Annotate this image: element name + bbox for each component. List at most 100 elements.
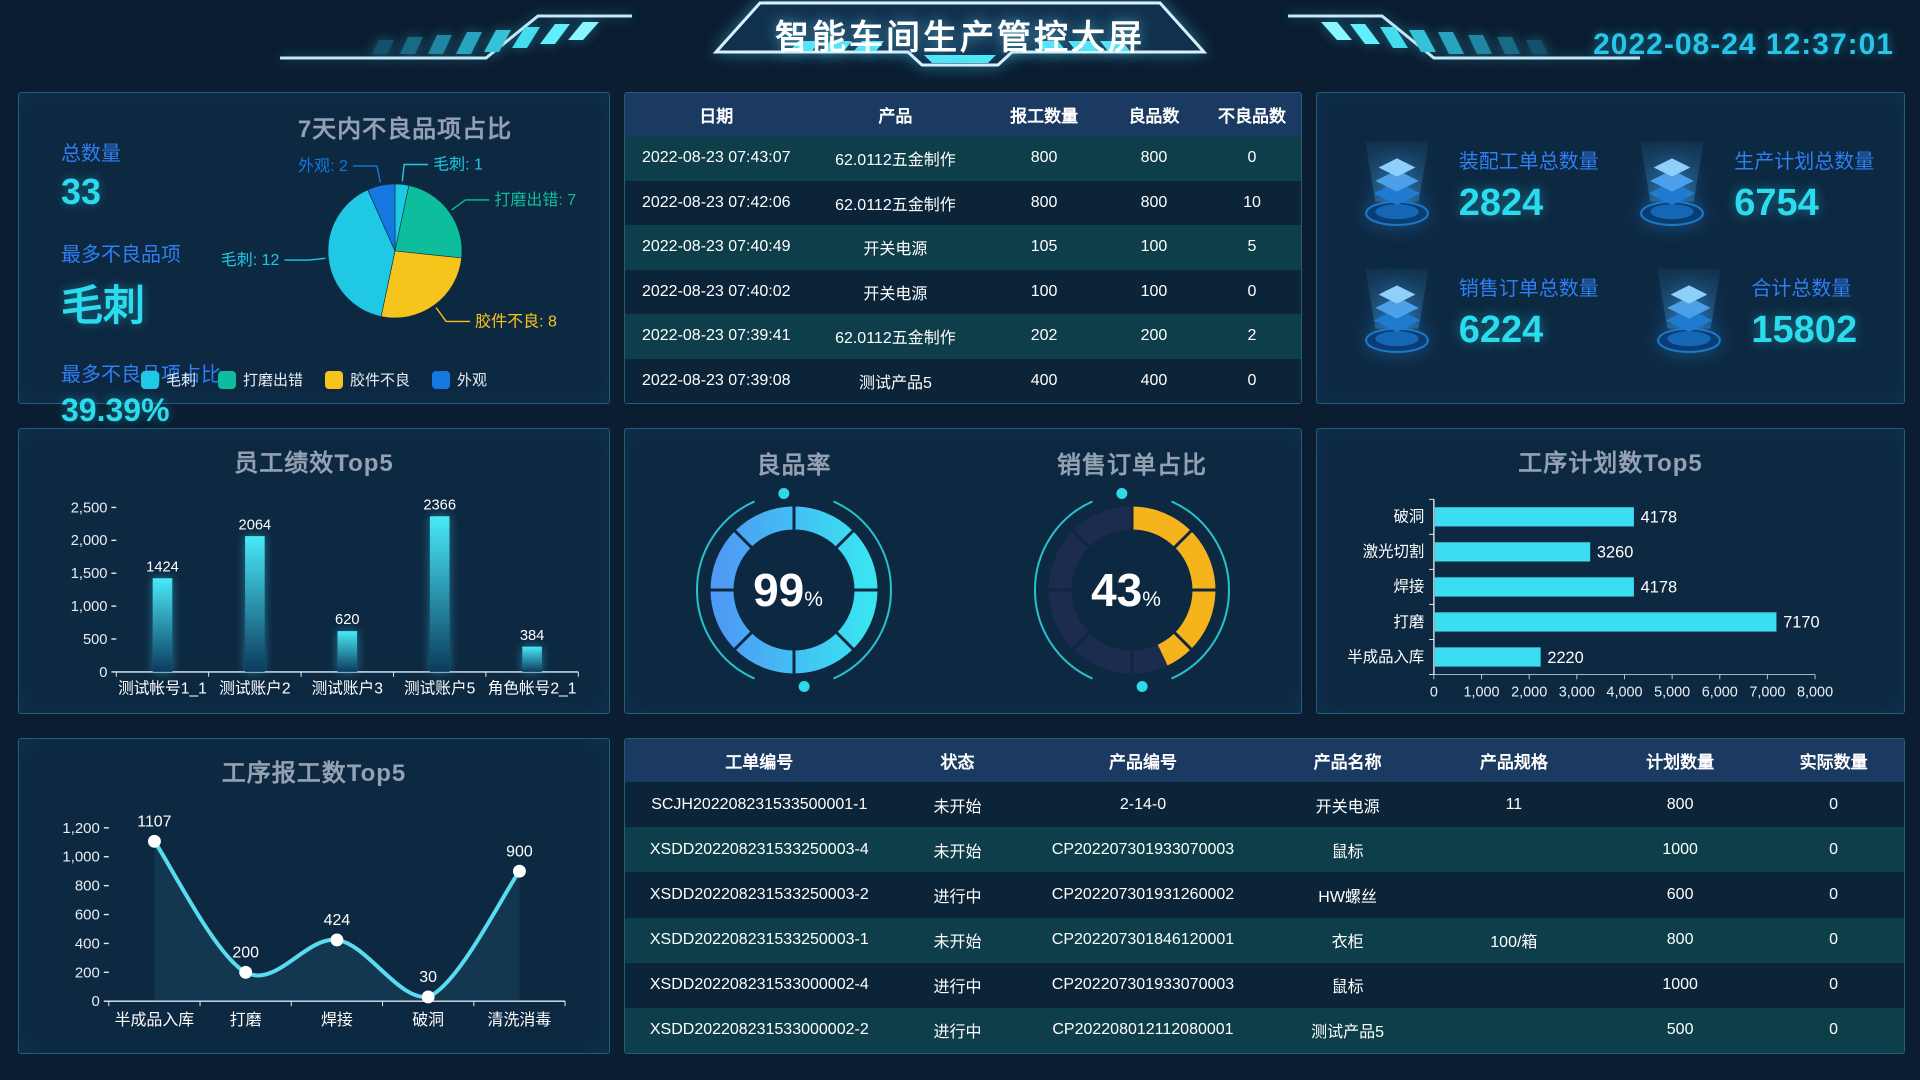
y-axis-label: 200 [75, 964, 100, 981]
gauge-deco-arc [1171, 500, 1231, 680]
table-row: XSDD202208231533250003-4 未开始 CP20220730193… [625, 827, 1904, 873]
gauge-segment-gap [834, 528, 856, 550]
stat-card-value: 2824 [1458, 181, 1544, 224]
stacked-layers-icon [1640, 141, 1705, 226]
table-cell: 11 [1505, 795, 1523, 813]
chart-title: 7天内不良品项占比 [297, 116, 513, 143]
good-rate-gauge-block: 良品率 99% [678, 429, 910, 704]
table-cell: 2022-08-23 07:39:08 [641, 371, 791, 389]
column-header: 产品名称 [1313, 753, 1382, 772]
bar [429, 516, 450, 672]
table-cell: 测试产品5 [1311, 1024, 1385, 1042]
stacked-layers-icon [1657, 268, 1722, 353]
header-decoration-left [276, 8, 636, 66]
stat-card-label: 合计总数量 [1751, 277, 1852, 300]
table-cell: 0 [1829, 795, 1839, 813]
header-decoration-right [1284, 8, 1644, 66]
work-report-table: 日期 产品 报工数量 良品数 不良品数 2022-08-23 07:43:07 62.011… [625, 93, 1301, 403]
table-cell: 2 [1247, 327, 1257, 345]
column-header: 产品规格 [1479, 753, 1548, 772]
column-header: 状态 [940, 753, 975, 772]
legend-label: 胶件不良 [350, 372, 411, 389]
legend-item: 打磨出错 [217, 369, 303, 390]
gauges-panel: 良品率 99% 销售订单占比 43% [624, 428, 1302, 714]
table-row: SCJH202208231533500001-1 未开始 2-14-0 开关电源 11 8… [625, 782, 1904, 828]
work-report-table-panel: 日期 产品 报工数量 良品数 不良品数 2022-08-23 07:43:07 62.011… [624, 92, 1302, 404]
table-cell: CP202207301846120001 [1051, 931, 1235, 949]
bar-value-label: 7170 [1783, 614, 1819, 632]
table-cell: 62.0112五金制作 [835, 330, 956, 348]
table-cell: 开关电源 [863, 241, 928, 259]
gauge-chart: 43% [1033, 488, 1231, 692]
legend-chip [325, 370, 343, 389]
y-axis-label: 1,000 [71, 599, 108, 615]
stat-value: 33 [61, 171, 102, 212]
data-point [239, 965, 253, 979]
gauge-chart: 99% [695, 488, 893, 692]
table-cell: 62.0112五金制作 [835, 152, 956, 170]
table-cell: 500 [1666, 1021, 1694, 1039]
gauge-deco-dot [778, 488, 790, 500]
y-axis-label: 800 [75, 878, 100, 895]
pie-label-line [352, 165, 382, 183]
stat-card-text: 装配工单总数量 2824 [1459, 145, 1599, 225]
table-cell: 0 [1247, 282, 1257, 300]
bar [152, 578, 173, 672]
data-point [512, 864, 526, 878]
table-cell: 0 [1247, 149, 1257, 167]
x-axis-label: 测试账户5 [404, 679, 476, 697]
sales-ratio-gauge-block: 销售订单占比 43% [1016, 429, 1248, 704]
legend-chip [217, 370, 236, 389]
y-axis-label: 600 [75, 907, 100, 924]
pie-label: 外观: 2 [298, 157, 348, 175]
table-cell: 100 [1140, 282, 1168, 300]
column-header: 良品数 [1128, 107, 1180, 126]
table-cell: 进行中 [933, 979, 982, 997]
bar-value-label: 2220 [1547, 649, 1583, 667]
point-value-label: 30 [419, 969, 437, 986]
legend-item: 外观 [432, 369, 487, 390]
table-row: 2022-08-23 07:42:06 62.0112五金制作 800 800 10 [625, 180, 1301, 225]
table-cell: 未开始 [933, 843, 982, 861]
data-point [147, 834, 161, 848]
summary-stat: 最多不良品项 毛刺 [61, 238, 221, 333]
table-cell: 1000 [1662, 976, 1698, 994]
table-cell: 100/箱 [1490, 934, 1538, 952]
x-axis-label: 3,000 [1558, 685, 1594, 701]
x-axis-label: 打磨 [230, 1011, 262, 1029]
x-axis-label: 7,000 [1749, 685, 1785, 701]
x-axis-label: 1,000 [1463, 685, 1499, 701]
column-header: 日期 [699, 107, 734, 126]
y-axis-label: 400 [75, 935, 100, 952]
stat-card-value: 6224 [1458, 308, 1544, 351]
stat-card-value: 15802 [1751, 308, 1858, 351]
pie-label-line [451, 199, 490, 211]
x-axis-label: 清洗消毒 [488, 1011, 552, 1029]
work-order-table: 工单编号 状态 产品编号 产品名称 产品规格 计划数量 实际数量 SCJH2022082315… [625, 739, 1904, 1054]
table-cell: 测试产品5 [858, 374, 932, 392]
table-cell: 0 [1829, 976, 1839, 994]
y-axis-label: 0 [92, 993, 100, 1010]
bar-value-label: 2064 [239, 517, 272, 533]
table-cell: 0 [1247, 371, 1257, 389]
pie-label: 胶件不良: 8 [475, 312, 557, 330]
stat-card-value: 6754 [1734, 181, 1819, 224]
table-row: 2022-08-23 07:40:49 开关电源 105 100 5 [625, 225, 1301, 270]
gauge-deco-arc [1033, 500, 1093, 680]
table-cell: 2022-08-23 07:43:07 [641, 149, 791, 167]
column-header: 产品 [878, 107, 913, 126]
stat-card: 生产计划总数量 6754 [1611, 121, 1887, 248]
table-row: 2022-08-23 07:40:02 开关电源 100 100 0 [625, 269, 1301, 314]
bar-value-label: 2366 [423, 497, 456, 513]
process-plan-hbar-chart: 0 1,000 2,000 3,000 4,000 5,000 6,000 7,000 8,00… [1347, 498, 1833, 701]
y-axis-label: 1,500 [71, 566, 108, 582]
table-header-row: 日期 产品 报工数量 良品数 不良品数 [625, 93, 1301, 136]
table-cell: HW螺丝 [1318, 888, 1377, 906]
table-row: XSDD202208231533000002-2 进行中 CP20220801211… [625, 1007, 1904, 1054]
column-header: 产品编号 [1108, 753, 1177, 772]
table-cell: SCJH202208231533500001-1 [651, 795, 868, 813]
table-cell: 开关电源 [1315, 798, 1380, 816]
table-row: XSDD202208231533250003-1 未开始 CP20220730184… [625, 917, 1904, 963]
defect-pie-chart: 毛刺: 1 打磨出错: 7 胶件不良: 8 毛刺: 12 外观: 2 [221, 155, 577, 330]
y-axis-label: 焊接 [1393, 578, 1424, 596]
